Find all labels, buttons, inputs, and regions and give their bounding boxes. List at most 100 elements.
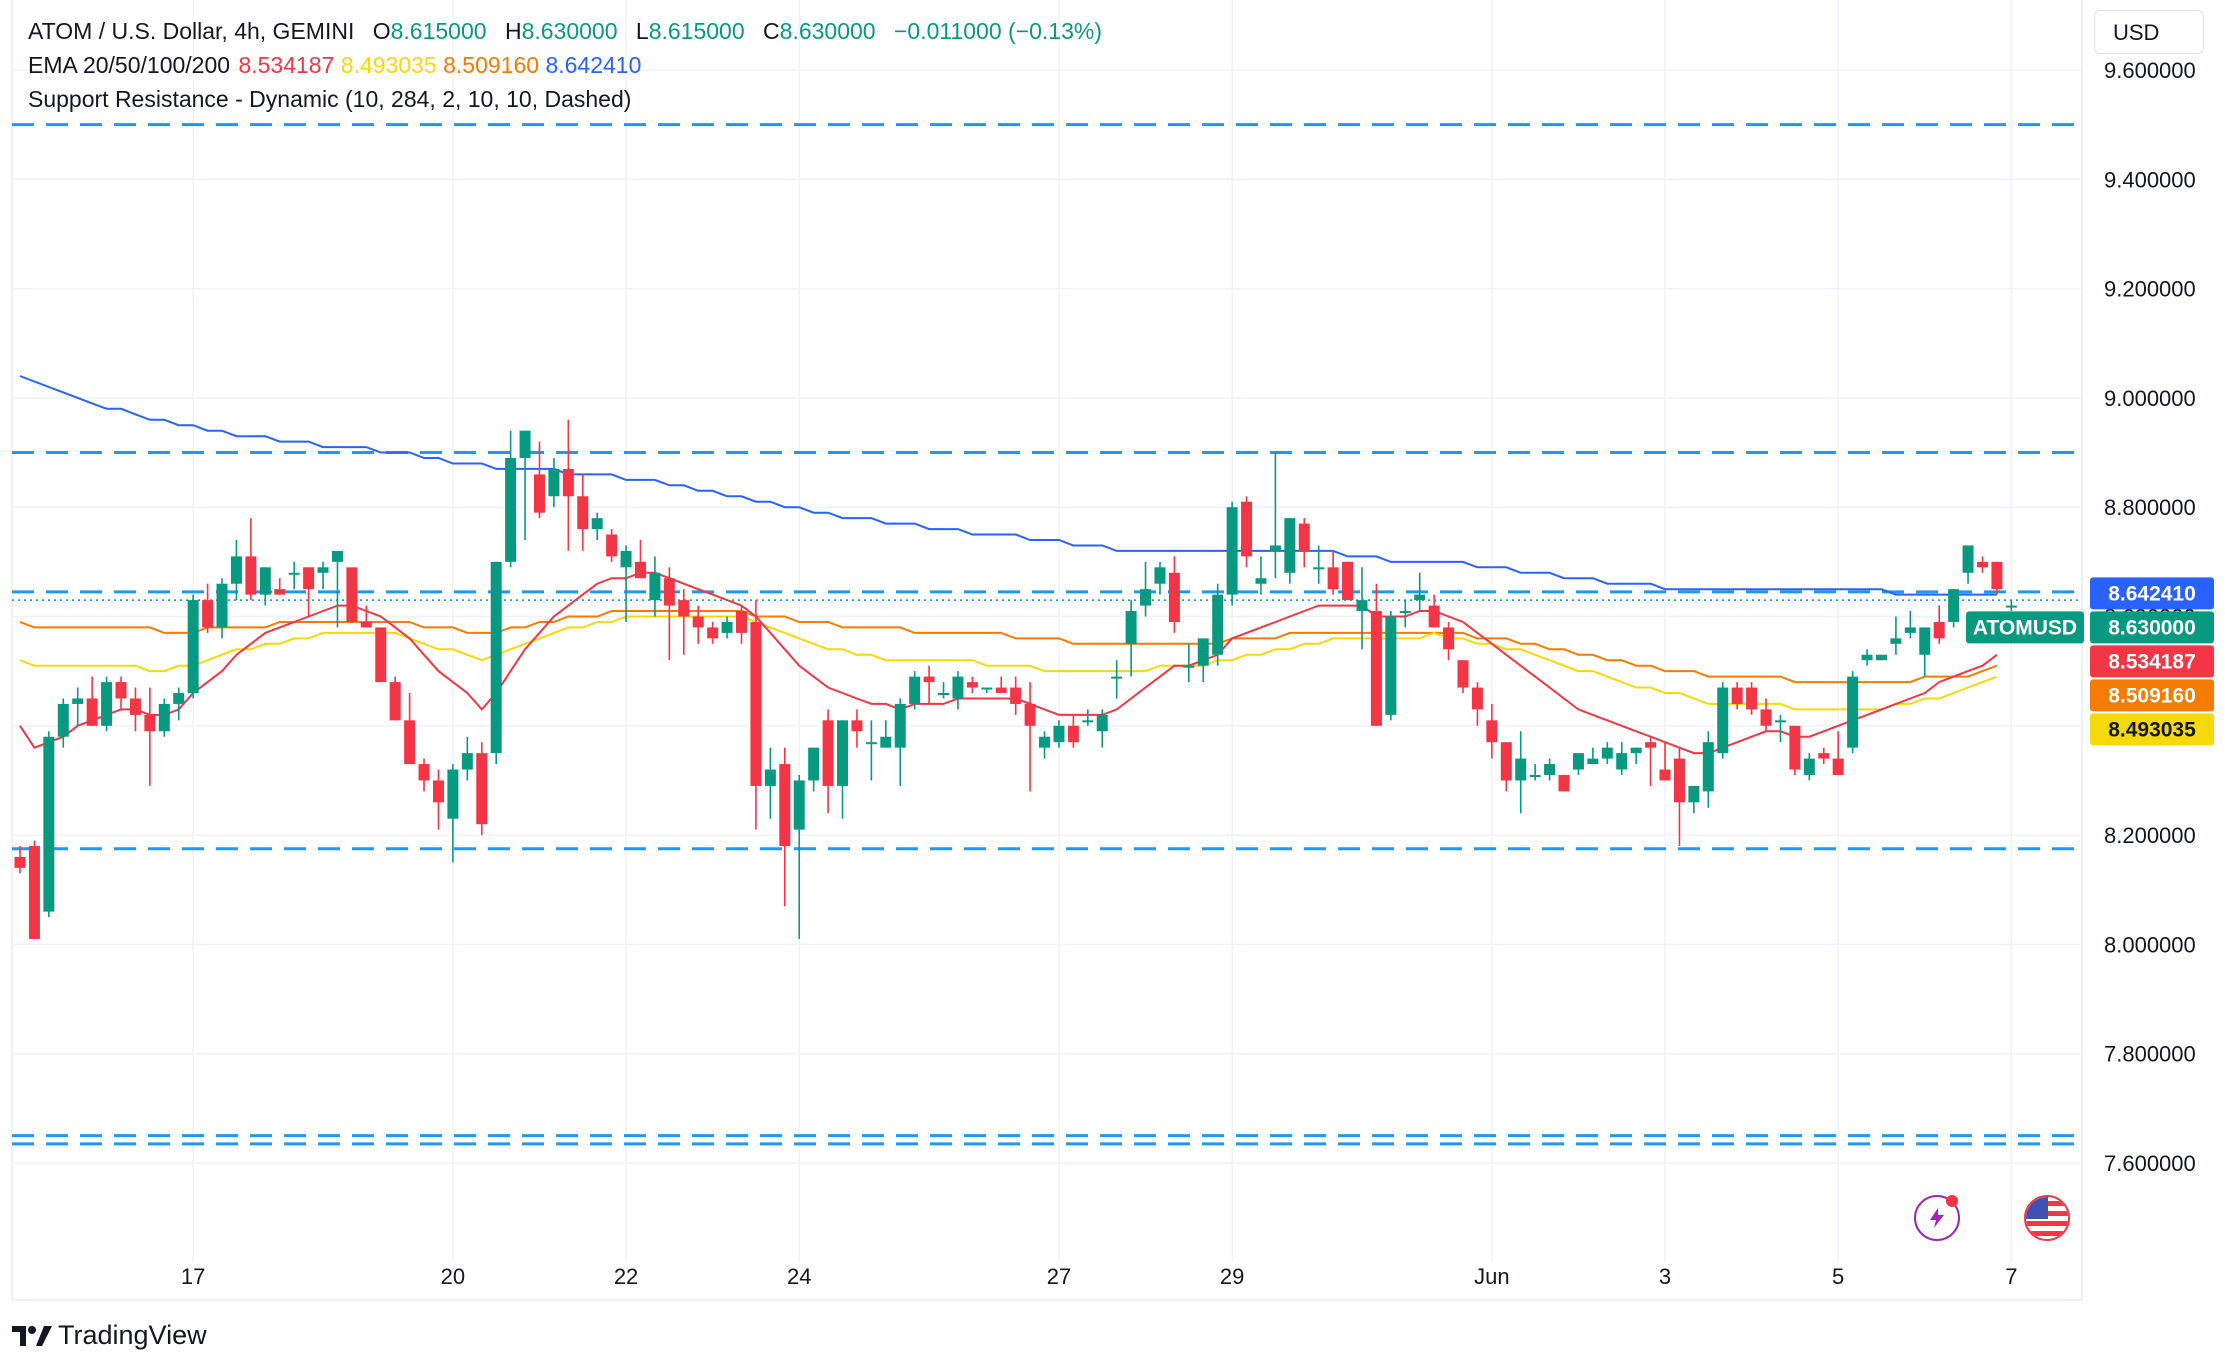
legend-ema-row[interactable]: EMA 20/50/100/200 8.534187 8.493035 8.50… [28,48,1102,82]
candle-body[interactable] [649,572,661,601]
candle-body[interactable] [1457,660,1469,688]
candle-body[interactable] [1731,687,1743,704]
candle-body[interactable] [1630,747,1642,754]
candle-body[interactable] [880,736,892,748]
candle-body[interactable] [1212,594,1224,655]
candle-body[interactable] [952,676,964,699]
candle-body[interactable] [490,561,502,754]
candle-body[interactable] [187,600,199,694]
candle-body[interactable] [303,567,315,590]
candle-body[interactable] [202,600,214,628]
candle-body[interactable] [1702,742,1714,792]
candle-body[interactable] [1688,785,1700,803]
candle-body[interactable] [2005,605,2017,608]
candle-body[interactable] [230,556,242,584]
candle-body[interactable] [1601,747,1613,759]
candle-body[interactable] [1313,567,1325,570]
candle-body[interactable] [1067,725,1079,743]
candle-body[interactable] [1659,769,1671,781]
candle-body[interactable] [389,682,401,721]
candle-body[interactable] [1111,676,1123,679]
candle-body[interactable] [14,856,26,868]
candle-body[interactable] [865,742,877,745]
candle-body[interactable] [28,846,40,939]
candle-body[interactable] [144,714,156,732]
candle-body[interactable] [1774,720,1786,723]
candle-body[interactable] [1443,627,1455,650]
candle-body[interactable] [476,753,488,825]
candle-body[interactable] [158,703,170,732]
candle-body[interactable] [1096,714,1108,732]
candle-body[interactable] [1645,742,1657,748]
candle-body[interactable] [1327,567,1339,590]
candle-body[interactable] [1197,638,1209,666]
candle-body[interactable] [721,621,733,633]
candle-body[interactable] [1558,774,1570,792]
candle-body[interactable] [1125,611,1137,644]
candle-body[interactable] [966,682,978,688]
candle-body[interactable] [923,676,935,683]
candle-body[interactable] [793,780,805,830]
candle-body[interactable] [1616,753,1628,770]
candle-body[interactable] [1847,676,1859,748]
candle-body[interactable] [591,518,603,530]
candle-body[interactable] [1342,561,1354,601]
candle-body[interactable] [1832,758,1844,775]
candle-body[interactable] [72,698,84,704]
candle-body[interactable] [346,567,358,622]
candle-body[interactable] [822,720,834,786]
candle-body[interactable] [129,698,141,715]
candle-body[interactable] [375,627,387,683]
candle-body[interactable] [1818,753,1830,759]
candle-body[interactable] [505,458,517,562]
candle-body[interactable] [938,693,950,696]
candle-body[interactable] [1024,703,1036,726]
candle-body[interactable] [1890,638,1902,644]
candle-body[interactable] [1933,621,1945,639]
candle-body[interactable] [620,550,632,568]
candle-body[interactable] [173,693,185,704]
candle-body[interactable] [707,627,719,639]
candle-body[interactable] [1039,736,1051,748]
candle-body[interactable] [1385,616,1397,715]
candle-body[interactable] [1183,665,1195,668]
candle-body[interactable] [1255,578,1267,584]
candle-body[interactable] [909,676,921,704]
candle-body[interactable] [1861,654,1873,661]
candle-body[interactable] [678,600,690,617]
candle-body[interactable] [1875,654,1887,661]
candle-body[interactable] [1976,561,1988,568]
candle-body[interactable] [562,468,574,497]
candle-body[interactable] [606,534,618,557]
candle-body[interactable] [1962,545,1974,573]
candle-body[interactable] [1572,753,1584,770]
candle-body[interactable] [1486,720,1498,743]
candle-body[interactable] [1298,523,1310,551]
candle-body[interactable] [808,747,820,781]
legend-sr-row[interactable]: Support Resistance - Dynamic (10, 284, 2… [28,82,1102,116]
candle-body[interactable] [1919,627,1931,655]
candle-body[interactable] [1948,589,1960,622]
candle-body[interactable] [461,753,473,770]
candle-body[interactable] [1789,725,1801,770]
candle-body[interactable] [1544,764,1556,775]
candle-body[interactable] [548,468,560,497]
candle-body[interactable] [274,589,286,595]
candle-body[interactable] [1226,507,1238,595]
candle-body[interactable] [1529,774,1541,777]
candle-body[interactable] [447,769,459,819]
candle-body[interactable] [837,720,849,786]
candle-body[interactable] [1154,567,1166,584]
candle-body[interactable] [245,556,257,595]
candle-body[interactable] [692,616,704,628]
candle-body[interactable] [736,611,747,633]
candle-body[interactable] [1991,561,2003,590]
candle-body[interactable] [1515,758,1527,781]
candle-body[interactable] [577,496,589,530]
candle-body[interactable] [432,780,444,803]
candle-body[interactable] [317,567,329,573]
candle-body[interactable] [764,769,776,786]
candle-body[interactable] [1168,572,1180,622]
candle-body[interactable] [1717,687,1729,754]
